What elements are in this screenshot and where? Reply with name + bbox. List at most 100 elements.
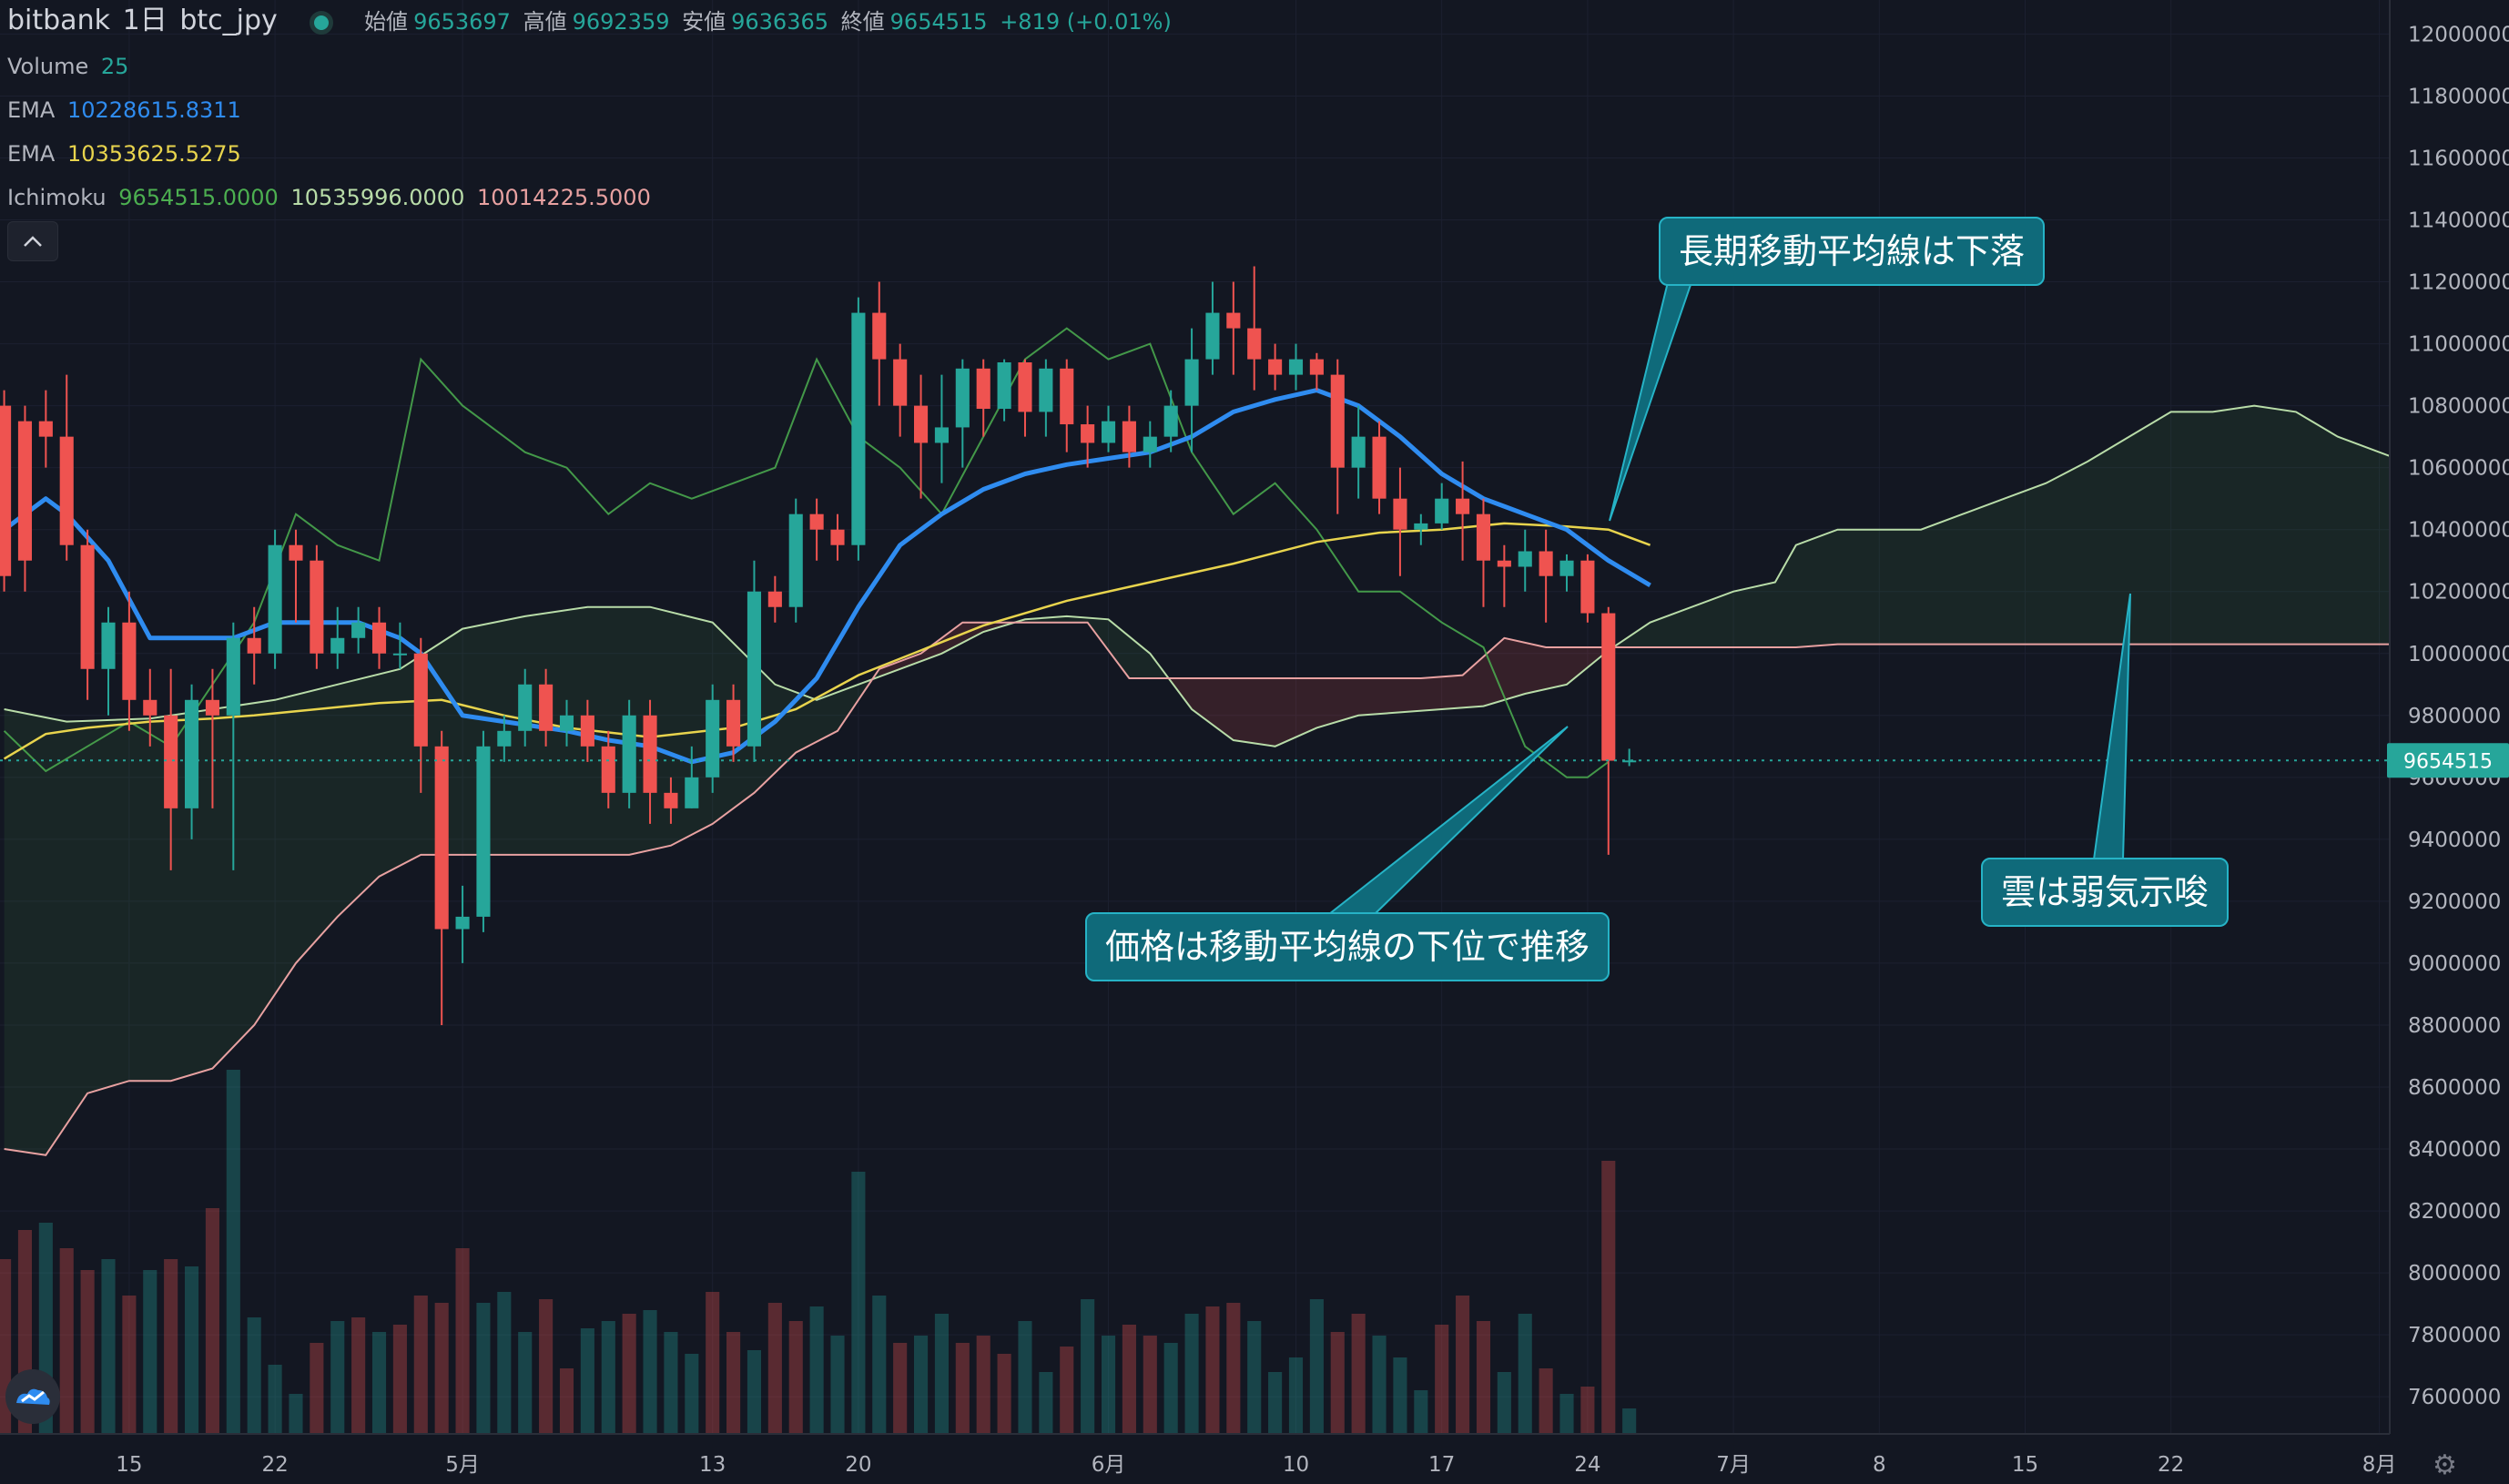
x-tick-label: 8 bbox=[1873, 1453, 1886, 1477]
y-tick-label: 9400000 bbox=[2408, 828, 2501, 852]
volume-bar bbox=[1539, 1368, 1553, 1434]
y-axis-panel bbox=[2390, 0, 2509, 1484]
candle-body bbox=[955, 368, 970, 428]
legend-ema-fast-name: EMA bbox=[7, 97, 56, 123]
callout-long-ma: 長期移動平均線は下落 bbox=[1659, 217, 2046, 286]
candle-body bbox=[1060, 368, 1074, 425]
y-tick-label: 11800000 bbox=[2408, 85, 2509, 108]
settings-gear-icon[interactable]: ⚙ bbox=[2433, 1449, 2457, 1481]
candle-body bbox=[1143, 436, 1157, 452]
candle-body bbox=[17, 421, 33, 561]
y-tick-label: 10800000 bbox=[2408, 395, 2509, 419]
x-tick-label: 22 bbox=[2158, 1453, 2184, 1477]
candle-body bbox=[476, 746, 491, 917]
change-value: +819 (+0.01%) bbox=[1000, 9, 1172, 35]
legend-ichimoku-conversion: 9654515.0000 bbox=[118, 185, 279, 210]
volume-bar bbox=[1580, 1387, 1595, 1434]
x-tick-label: 17 bbox=[1428, 1453, 1455, 1477]
candle-body bbox=[1476, 513, 1491, 561]
candle-body bbox=[1018, 362, 1032, 412]
legend-ichimoku-name: Ichimoku bbox=[7, 185, 107, 210]
volume-bar bbox=[1226, 1303, 1241, 1434]
volume-bar bbox=[559, 1368, 574, 1434]
exchange-name[interactable]: bitbank bbox=[7, 5, 110, 36]
volume-bar bbox=[205, 1208, 219, 1434]
candle-body bbox=[1330, 374, 1345, 468]
candle-body bbox=[726, 699, 741, 747]
symbol-name[interactable]: btc_jpy bbox=[179, 5, 278, 36]
candle-body bbox=[643, 715, 657, 793]
candle-body bbox=[392, 653, 407, 656]
candle-body bbox=[1081, 424, 1095, 443]
callout-price-below-pointer bbox=[1326, 726, 1569, 915]
volume-bar bbox=[122, 1296, 137, 1434]
volume-bar bbox=[1351, 1314, 1366, 1434]
candle-body bbox=[1268, 359, 1283, 375]
volume-bar bbox=[1601, 1161, 1616, 1434]
candle-body bbox=[1101, 421, 1116, 443]
candle-body bbox=[310, 560, 324, 654]
open-label: 始値 bbox=[364, 9, 409, 35]
bearish-cloud-area bbox=[1171, 637, 1620, 747]
candle-body bbox=[767, 591, 782, 607]
legend-ema-slow[interactable]: EMA 10353625.5275 bbox=[7, 140, 247, 168]
legend-ichimoku[interactable]: Ichimoku 9654515.0000 10535996.0000 1001… bbox=[7, 184, 656, 211]
candle-body bbox=[1456, 498, 1470, 514]
x-tick-label: 22 bbox=[261, 1453, 288, 1477]
volume-bar bbox=[997, 1354, 1011, 1434]
candlesticks bbox=[0, 266, 1637, 1025]
legend-volume[interactable]: Volume 25 bbox=[7, 53, 134, 80]
volume-bar bbox=[59, 1248, 74, 1434]
candle-body bbox=[997, 362, 1011, 410]
volume-bar bbox=[809, 1306, 824, 1434]
volume-bar bbox=[788, 1321, 803, 1434]
legend-ema-fast[interactable]: EMA 10228615.8311 bbox=[7, 97, 247, 124]
interval-label[interactable]: 1日 bbox=[122, 5, 168, 36]
volume-bar bbox=[851, 1172, 866, 1434]
candle-body bbox=[0, 405, 12, 576]
legend-collapse-button[interactable] bbox=[7, 221, 58, 261]
callout-long-ma-pointer bbox=[1609, 281, 1693, 522]
x-axis: 15 22 5月 13 20 6月 10 17 24 7月 8 15 22 8月 bbox=[0, 1433, 2396, 1477]
low-value: 9636365 bbox=[731, 9, 829, 35]
volume-bar bbox=[184, 1266, 199, 1434]
volume-bar bbox=[955, 1343, 970, 1434]
low-label: 安値 bbox=[682, 9, 726, 35]
candle-body bbox=[205, 699, 219, 716]
volume-bar bbox=[268, 1365, 282, 1434]
candle-body bbox=[351, 622, 366, 638]
y-tick-label: 10400000 bbox=[2408, 519, 2509, 543]
volume-bar bbox=[1081, 1299, 1095, 1434]
grid-lines bbox=[0, 0, 2390, 1434]
candle-body bbox=[601, 746, 615, 793]
volume-bar bbox=[1288, 1357, 1304, 1434]
volume-bar bbox=[1476, 1321, 1491, 1434]
lagging-span-line bbox=[3, 327, 1610, 778]
volume-bar bbox=[767, 1303, 782, 1434]
volume-bar bbox=[143, 1270, 157, 1434]
volume-bar bbox=[310, 1343, 324, 1434]
y-tick-label: 8600000 bbox=[2408, 1076, 2501, 1100]
leading-span-a-line bbox=[4, 404, 2509, 747]
legend-ema-fast-value: 10228615.8311 bbox=[66, 97, 241, 123]
tradingview-logo[interactable] bbox=[5, 1369, 60, 1424]
legend-volume-name: Volume bbox=[7, 54, 89, 79]
y-tick-label: 10200000 bbox=[2408, 581, 2509, 605]
y-tick-label: 7800000 bbox=[2408, 1324, 2501, 1347]
candle-body bbox=[122, 622, 137, 700]
open-value: 9653697 bbox=[413, 9, 511, 35]
volume-bar bbox=[1393, 1357, 1407, 1434]
y-tick-label: 10600000 bbox=[2408, 457, 2509, 481]
candle-body bbox=[664, 792, 678, 808]
volume-bar bbox=[539, 1299, 554, 1434]
candle-body bbox=[685, 777, 699, 808]
volume-bar bbox=[664, 1332, 678, 1434]
x-tick-label: 10 bbox=[1283, 1453, 1309, 1477]
candle-body bbox=[1393, 498, 1407, 530]
y-axis: 7600000 7800000 8000000 8200000 8400000 86000… bbox=[2389, 0, 2509, 1434]
y-tick-label: 11600000 bbox=[2408, 147, 2509, 170]
volume-bar bbox=[1435, 1325, 1449, 1434]
volume-bar bbox=[101, 1259, 116, 1434]
candle-body bbox=[1435, 498, 1449, 523]
